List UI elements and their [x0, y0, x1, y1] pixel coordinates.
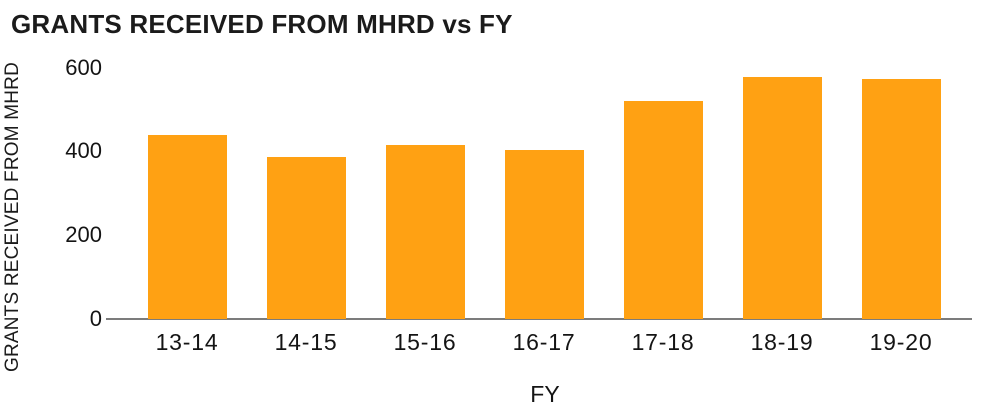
- bar-16-17: [504, 150, 584, 319]
- x-tick-label-14-15: 14-15: [274, 329, 338, 355]
- bar-19-20: [861, 79, 941, 319]
- bar-14-15: [266, 157, 346, 319]
- x-tick-label-19-20: 19-20: [869, 329, 933, 355]
- y-tick-label-400: 400: [65, 138, 102, 164]
- x-axis-line: [106, 318, 972, 320]
- y-axis-title-text: GRANTS RECEIVED FROM MHRD: [2, 61, 23, 373]
- bar-13-14: [147, 135, 227, 319]
- x-tick-label-13-14: 13-14: [155, 329, 219, 355]
- y-tick-label-0: 0: [89, 306, 102, 331]
- x-tick-label-18-19: 18-19: [750, 329, 814, 355]
- plot-area: [106, 60, 972, 320]
- x-tick-label-15-16: 15-16: [393, 329, 457, 355]
- x-tick-label-17-18: 17-18: [631, 329, 695, 355]
- y-tick-label-600: 600: [65, 54, 102, 80]
- y-axis-title: GRANTS RECEIVED FROM MHRD: [2, 0, 24, 372]
- bar-15-16: [385, 145, 465, 319]
- bar-17-18: [623, 101, 703, 319]
- x-axis-title: FY: [530, 381, 560, 407]
- x-tick-label-16-17: 16-17: [512, 329, 576, 355]
- bar-18-19: [742, 77, 822, 319]
- y-tick-label-200: 200: [65, 222, 102, 248]
- chart-title: GRANTS RECEIVED FROM MHRD vs FY: [11, 9, 513, 39]
